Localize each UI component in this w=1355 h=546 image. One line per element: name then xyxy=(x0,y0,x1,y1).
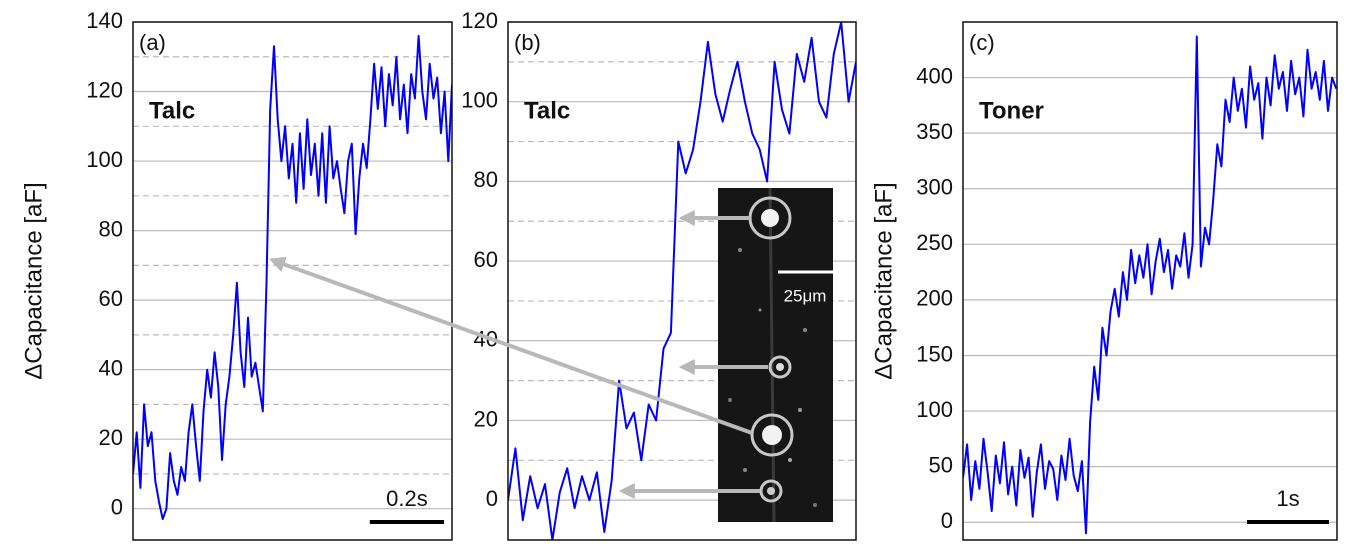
plot-frame xyxy=(962,21,1338,541)
arrows xyxy=(268,210,768,499)
y-tick-label: 250 xyxy=(916,230,953,255)
panel-label: (b) xyxy=(514,30,541,55)
y-tick-label: 100 xyxy=(86,147,123,172)
y-tick-label: 140 xyxy=(86,8,123,33)
annotation: Talc xyxy=(149,97,195,124)
annotation: Toner xyxy=(979,97,1044,124)
y-tick-label: 0 xyxy=(111,495,123,520)
y-tick-label: 20 xyxy=(99,425,123,450)
y-tick-label: 50 xyxy=(929,452,953,477)
micrograph xyxy=(718,188,833,522)
plot-frame xyxy=(132,21,453,541)
y-tick-label: 60 xyxy=(474,247,498,272)
y-tick-label: 80 xyxy=(474,167,498,192)
y-tick-label: 60 xyxy=(99,286,123,311)
y-tick-label: 300 xyxy=(916,175,953,200)
y-tick-label: 150 xyxy=(916,341,953,366)
data-line xyxy=(508,22,856,540)
panel-label: (a) xyxy=(139,30,166,55)
panel: 0 50 100 150 200 250 300 350 400 (c) Toner ΔCapacit… xyxy=(870,21,1338,541)
scale-bar-label: 1s xyxy=(1276,486,1299,511)
y-tick-label: 40 xyxy=(99,355,123,380)
inset-scale-label: 25μm xyxy=(784,286,827,305)
y-tick-label: 0 xyxy=(486,486,498,511)
y-tick-label: 200 xyxy=(916,286,953,311)
y-axis-title: ΔCapacitance [aF] xyxy=(20,182,47,379)
y-tick-label: 120 xyxy=(461,8,498,33)
micrograph-inset: 25μm xyxy=(718,187,833,523)
y-tick-label: 350 xyxy=(916,119,953,144)
panel: 0 20 40 60 80 100 120 140 (a) Talc ΔCapacitance [a… xyxy=(20,8,453,541)
panel-label: (c) xyxy=(969,30,995,55)
y-axis-title: ΔCapacitance [aF] xyxy=(870,182,897,379)
y-tick-label: 120 xyxy=(86,77,123,102)
y-tick-label: 100 xyxy=(916,397,953,422)
data-line xyxy=(133,34,452,521)
data-line xyxy=(963,35,1337,535)
annotation: Talc xyxy=(524,97,570,124)
scale-bar-label: 0.2s xyxy=(386,486,428,511)
y-tick-label: 20 xyxy=(474,406,498,431)
y-tick-label: 0 xyxy=(941,508,953,533)
y-tick-label: 80 xyxy=(99,216,123,241)
y-tick-label: 100 xyxy=(461,88,498,113)
plot-frame xyxy=(507,21,857,541)
y-tick-label: 400 xyxy=(916,63,953,88)
